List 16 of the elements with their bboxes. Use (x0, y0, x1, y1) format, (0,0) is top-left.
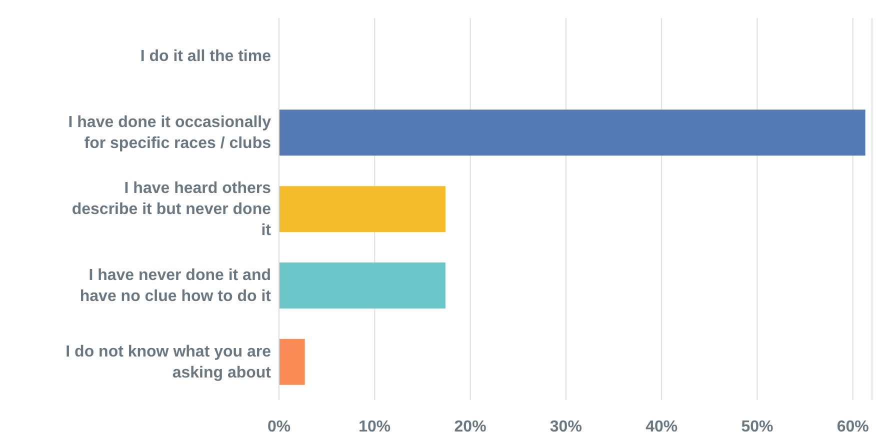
bar (279, 110, 866, 156)
y-tick-label: I have done it occasionally for specific races / clubs (68, 114, 272, 152)
bar (279, 186, 446, 232)
y-tick-label: I do it all the time (140, 48, 272, 65)
x-tick-label: 0% (267, 418, 291, 436)
y-tick-label: I have never done it and have no clue how to do it (80, 266, 272, 304)
x-tick-label: 60% (836, 418, 869, 436)
y-tick-label: I have heard others describe it but never done it (72, 180, 272, 238)
y-tick-label: I do not know what you are asking about (66, 342, 272, 381)
x-tick-label: 50% (741, 418, 774, 436)
x-tick-label: 40% (646, 418, 678, 436)
x-tick-label: 10% (358, 418, 391, 436)
bar (279, 338, 305, 385)
x-tick-label: 20% (454, 418, 486, 436)
x-tick-label: 30% (550, 418, 582, 436)
bar (279, 262, 446, 308)
